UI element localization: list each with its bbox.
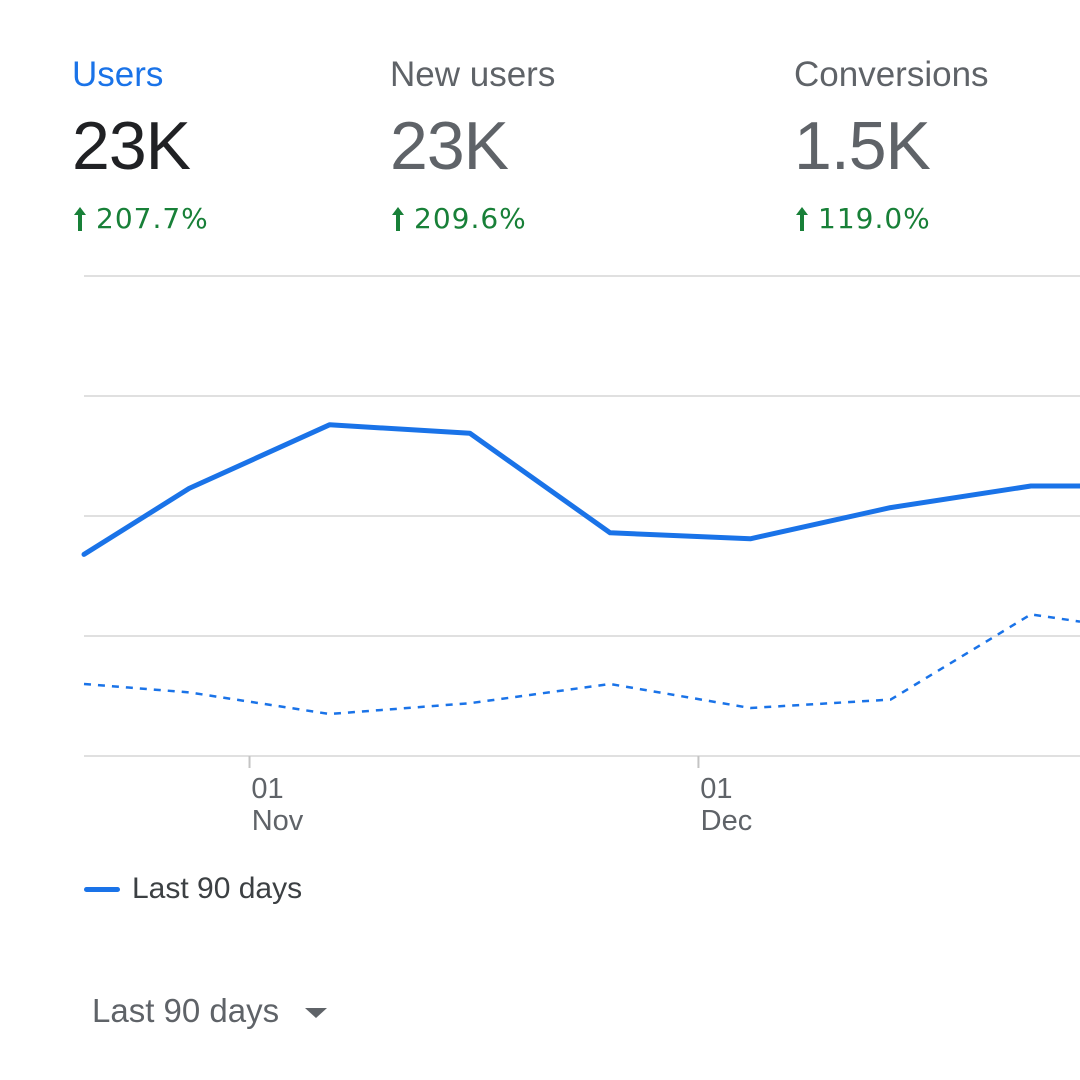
chart-legend: Last 90 days — [84, 872, 302, 906]
series-line-last-90-days — [81, 422, 1080, 557]
metric-change: 209.6% — [390, 202, 555, 235]
series-line-comparison — [83, 613, 1080, 716]
metric-change-value: 207.7% — [96, 202, 209, 235]
x-tick-label-day: 01 — [251, 773, 283, 805]
x-tick-label-month: Dec — [701, 805, 753, 837]
metric-label: Users — [72, 55, 164, 94]
chevron-down-icon — [305, 1008, 328, 1018]
arrow-up-icon — [796, 206, 808, 231]
metric-value: 23K — [390, 108, 509, 184]
date-range-label: Last 90 days — [92, 992, 280, 1029]
metric-value: 23K — [72, 108, 191, 184]
metric-change: 119.0% — [794, 202, 989, 235]
metric-tab-users[interactable]: Users 23K 207.7% — [72, 50, 209, 260]
legend-swatch — [84, 886, 120, 892]
date-range-dropdown[interactable]: Last 90 days — [92, 992, 328, 1030]
x-tick-label-month: Nov — [252, 805, 304, 837]
x-tick-label-day: 01 — [700, 773, 732, 805]
metric-change: 207.7% — [72, 202, 209, 235]
metric-change-value: 119.0% — [818, 202, 931, 235]
metric-tab-conversions[interactable]: Conversions 1.5K 119.0% — [794, 50, 989, 260]
arrow-up-icon — [74, 206, 86, 231]
metric-label: New users — [390, 55, 556, 94]
metric-value: 1.5K — [794, 108, 931, 184]
metric-tab-new-users[interactable]: New users 23K 209.6% — [390, 50, 555, 260]
metric-change-value: 209.6% — [414, 202, 527, 235]
arrow-up-icon — [392, 206, 404, 231]
legend-label: Last 90 days — [132, 872, 303, 905]
metric-label: Conversions — [794, 55, 989, 94]
